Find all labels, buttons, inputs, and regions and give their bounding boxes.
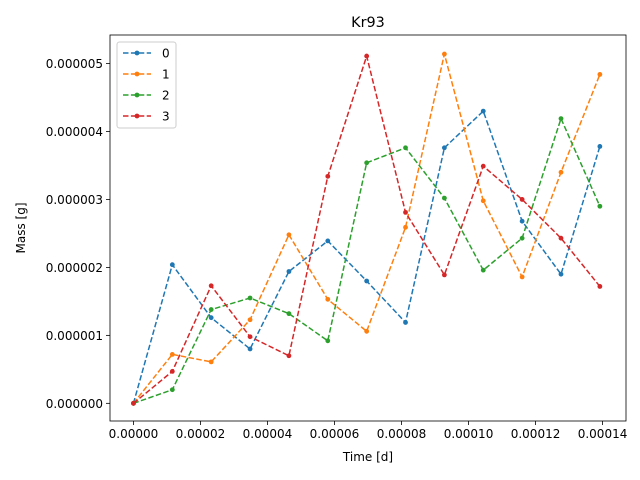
axes-frame xyxy=(109,34,627,422)
data-point xyxy=(403,145,408,151)
x-tick-label: 0.00000 xyxy=(109,427,159,441)
data-point xyxy=(558,235,564,241)
data-point xyxy=(403,209,408,215)
legend-marker xyxy=(134,113,140,119)
data-point xyxy=(480,108,486,114)
legend-item-3: 3 xyxy=(123,110,170,124)
legend-marker xyxy=(134,92,140,98)
legend-marker xyxy=(134,71,140,77)
data-point xyxy=(441,51,447,57)
data-point xyxy=(558,169,564,175)
data-point xyxy=(441,195,447,201)
y-axis: 0.000000 0.000001 0.000002 0.000003 0.000004… xyxy=(46,57,110,411)
series-line xyxy=(132,53,601,404)
data-point xyxy=(519,218,525,224)
data-point xyxy=(169,368,175,374)
data-point xyxy=(519,235,525,241)
legend-item-1: 1 xyxy=(123,68,170,82)
series-2 xyxy=(131,116,603,406)
data-point xyxy=(169,262,175,268)
data-point xyxy=(597,284,603,289)
data-point xyxy=(558,271,564,277)
data-point xyxy=(441,272,447,278)
data-point xyxy=(364,53,370,59)
x-tick-label: 0.00012 xyxy=(511,427,561,441)
legend-label: 1 xyxy=(162,68,170,82)
x-tick-label: 0.00002 xyxy=(176,427,226,441)
data-point xyxy=(325,338,331,344)
data-point xyxy=(286,311,292,317)
legend-label: 0 xyxy=(162,47,170,61)
x-tick-label: 0.00004 xyxy=(243,427,293,441)
data-point xyxy=(286,269,292,274)
data-point xyxy=(480,267,486,273)
data-point xyxy=(208,359,214,365)
data-point xyxy=(325,296,331,302)
legend: 0 1 2 3 xyxy=(116,41,177,129)
data-point xyxy=(519,274,525,280)
data-point xyxy=(480,198,486,204)
x-axis-label: Time [d] xyxy=(342,450,393,464)
data-point xyxy=(247,295,253,301)
series-3 xyxy=(131,53,603,406)
x-tick-label: 0.00006 xyxy=(310,427,360,441)
data-point xyxy=(364,278,370,284)
data-point xyxy=(558,116,564,121)
data-point xyxy=(480,163,486,169)
y-tick-label: 0.000001 xyxy=(46,329,103,343)
data-point xyxy=(364,328,370,334)
data-point xyxy=(131,400,136,406)
data-point xyxy=(286,232,292,238)
y-tick-label: 0.000002 xyxy=(46,261,103,275)
data-point xyxy=(364,160,370,166)
x-tick-label: 0.00010 xyxy=(444,427,494,441)
data-point xyxy=(325,173,331,179)
data-point xyxy=(208,307,214,312)
x-tick-label: 0.00014 xyxy=(578,427,628,441)
data-point xyxy=(286,353,292,359)
data-point xyxy=(519,197,525,202)
x-tick-label: 0.00008 xyxy=(377,427,427,441)
data-point xyxy=(208,315,214,321)
data-point xyxy=(597,72,603,77)
y-tick-label: 0.000004 xyxy=(46,125,103,139)
data-point xyxy=(169,352,175,357)
data-point xyxy=(247,346,253,352)
data-point xyxy=(325,238,331,244)
data-point xyxy=(441,145,447,151)
y-tick-label: 0.000003 xyxy=(46,193,103,207)
data-point xyxy=(597,203,603,209)
legend-marker xyxy=(134,50,140,56)
data-point xyxy=(208,283,214,289)
x-axis: 0.00000 0.00002 0.00004 0.00006 0.00008 0.000… xyxy=(109,421,628,441)
legend-label: 2 xyxy=(162,89,170,103)
data-point xyxy=(169,387,175,393)
plot-area xyxy=(131,51,603,406)
y-tick-label: 0.000005 xyxy=(46,57,103,71)
data-point xyxy=(247,317,253,323)
legend-item-2: 2 xyxy=(123,89,170,103)
y-tick-label: 0.000000 xyxy=(46,397,103,411)
data-point xyxy=(597,144,603,149)
chart-title: Kr93 xyxy=(351,15,385,31)
data-point xyxy=(247,334,253,340)
legend-label: 3 xyxy=(162,110,170,124)
series-line xyxy=(132,53,601,404)
data-point xyxy=(403,320,408,325)
legend-item-0: 0 xyxy=(123,47,170,61)
legend-box xyxy=(116,41,177,129)
data-point xyxy=(403,224,408,230)
y-axis-label: Mass [g] xyxy=(14,202,28,253)
series-0 xyxy=(131,108,603,406)
series-1 xyxy=(131,51,603,406)
